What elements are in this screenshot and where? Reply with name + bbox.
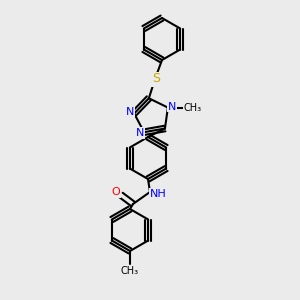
Text: N: N — [136, 128, 144, 138]
Text: CH₃: CH₃ — [121, 266, 139, 276]
Text: S: S — [152, 73, 160, 85]
Text: NH: NH — [150, 189, 166, 199]
Text: N: N — [126, 107, 134, 118]
Text: O: O — [112, 187, 120, 197]
Text: N: N — [168, 101, 176, 112]
Text: CH₃: CH₃ — [184, 103, 202, 112]
